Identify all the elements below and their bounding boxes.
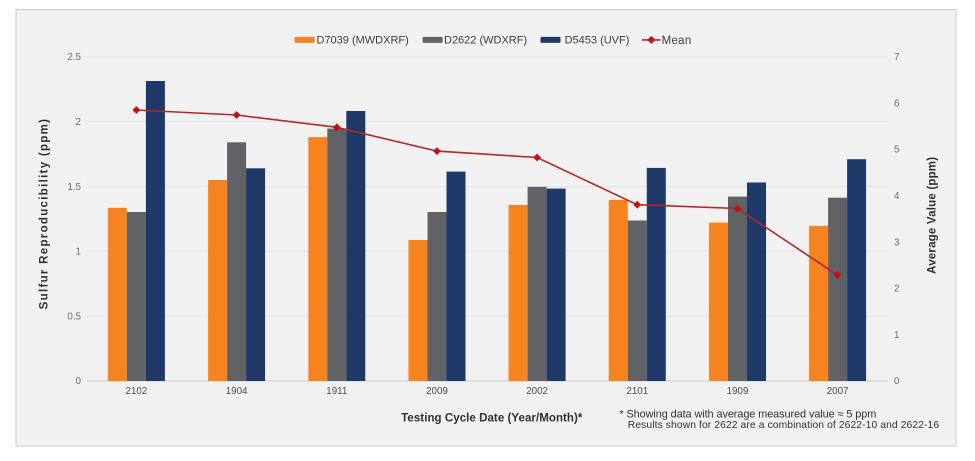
svg-text:4: 4 (894, 191, 900, 202)
svg-text:1.5: 1.5 (67, 182, 81, 193)
svg-text:Sulfur Reproducibility (ppm): Sulfur Reproducibility (ppm) (39, 118, 51, 310)
svg-text:5: 5 (894, 145, 900, 156)
svg-text:D7039 (MWDXRF): D7039 (MWDXRF) (317, 35, 409, 47)
svg-text:D2622 (WDXRF): D2622 (WDXRF) (444, 35, 527, 47)
svg-text:2102: 2102 (126, 386, 148, 397)
svg-text:2009: 2009 (426, 386, 448, 397)
svg-text:Mean: Mean (662, 35, 692, 47)
svg-text:1904: 1904 (226, 386, 248, 397)
svg-text:Results shown for 2622 are a c: Results shown for 2622 are a combination… (628, 420, 940, 431)
svg-text:1: 1 (76, 247, 81, 258)
svg-text:6: 6 (894, 98, 900, 109)
svg-text:1909: 1909 (727, 386, 749, 397)
svg-text:2.5: 2.5 (67, 52, 81, 63)
svg-text:D5453 (UVF): D5453 (UVF) (565, 35, 630, 47)
svg-text:2007: 2007 (827, 386, 849, 397)
svg-text:7: 7 (894, 52, 899, 63)
svg-text:0: 0 (894, 376, 900, 387)
svg-text:2101: 2101 (626, 386, 648, 397)
svg-text:* Showing data with average me: * Showing data with average measured val… (619, 408, 876, 420)
svg-text:Testing Cycle Date (Year/Month: Testing Cycle Date (Year/Month)* (401, 413, 583, 425)
svg-text:1911: 1911 (326, 386, 347, 397)
svg-text:2: 2 (76, 117, 81, 128)
svg-text:2: 2 (894, 284, 899, 295)
svg-text:0.5: 0.5 (67, 311, 81, 322)
svg-text:3: 3 (894, 237, 900, 248)
svg-text:Average Value (ppm): Average Value (ppm) (927, 157, 939, 274)
svg-text:2002: 2002 (526, 386, 548, 397)
svg-text:1: 1 (894, 330, 899, 341)
svg-text:0: 0 (76, 376, 82, 387)
